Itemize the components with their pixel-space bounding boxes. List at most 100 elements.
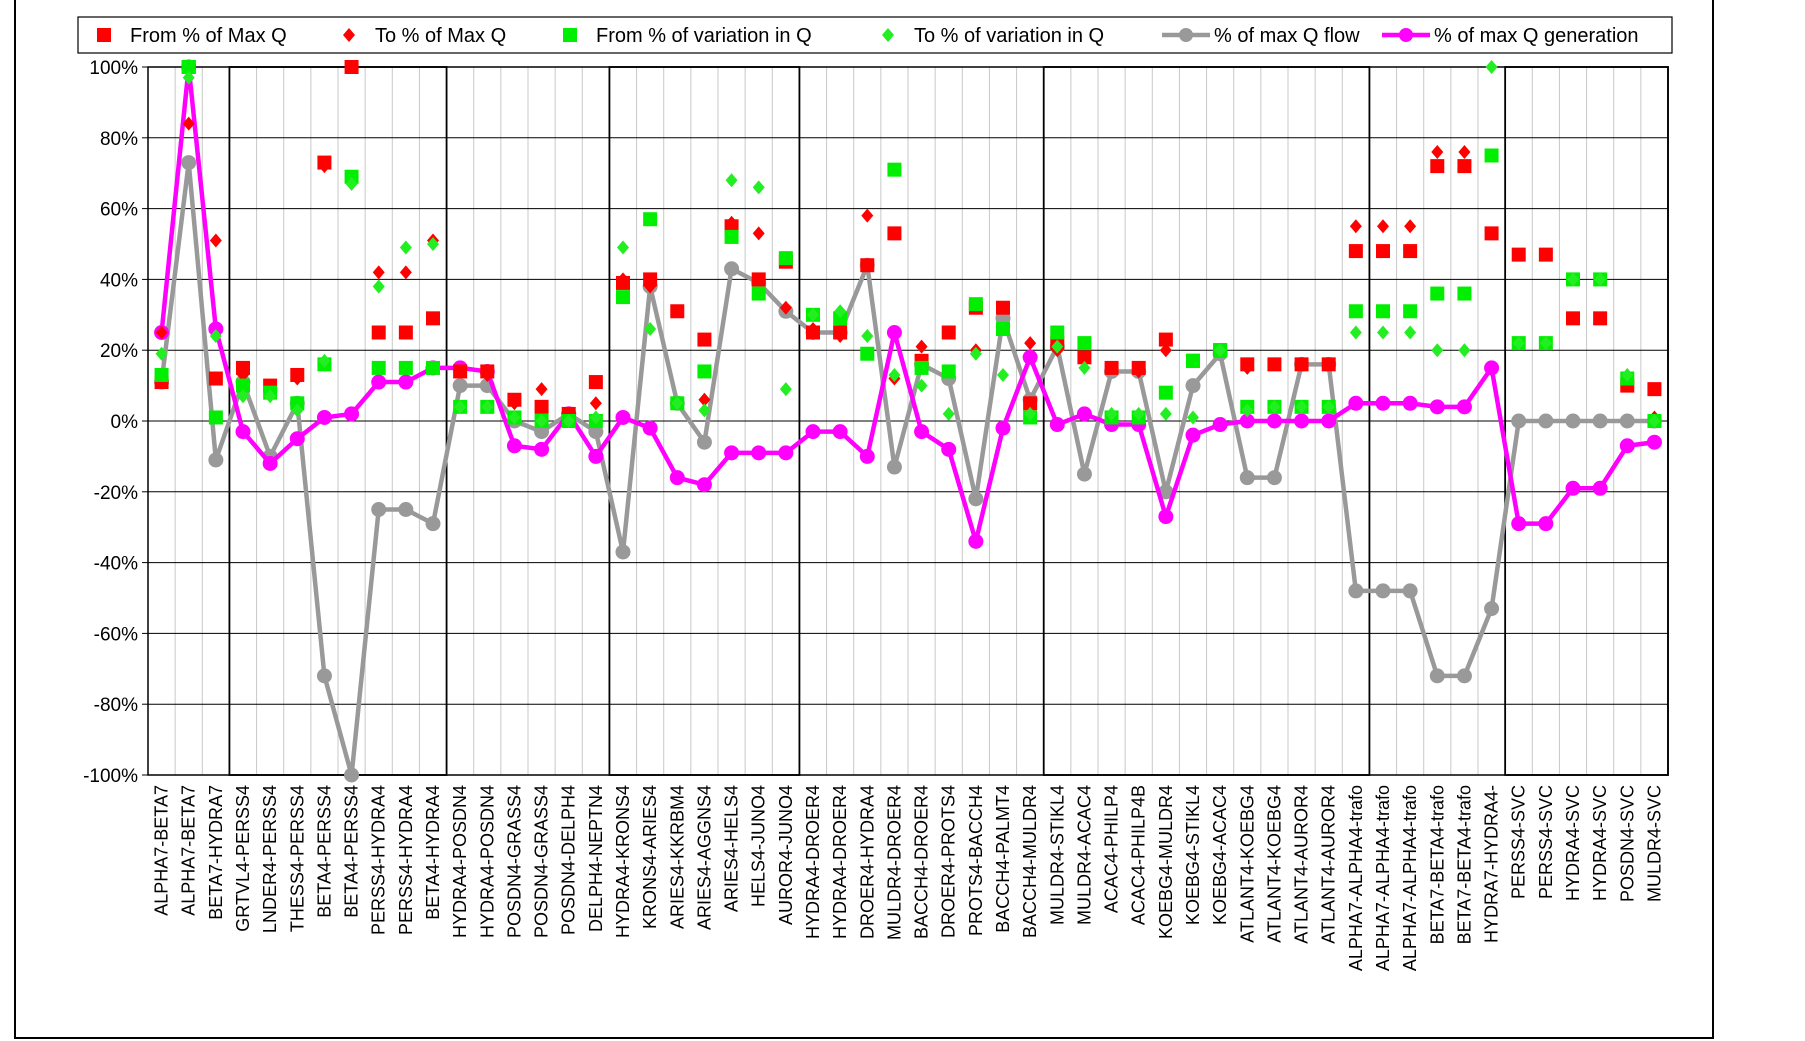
point-from-of-max-q <box>1511 247 1526 262</box>
x-tick-label: HYDRA4-DROER4 <box>830 785 850 939</box>
point-to-of-variation-in-q <box>399 240 412 255</box>
point-to-of-variation-in-q <box>291 403 304 418</box>
point-of-max-q-generation <box>344 406 360 422</box>
point-of-max-q-generation <box>995 420 1011 436</box>
point-of-max-q-flow <box>1538 413 1554 429</box>
x-tick-label: HYDRA4-SVC <box>1590 785 1610 901</box>
legend-box <box>77 16 1673 54</box>
point-of-max-q-flow <box>696 434 712 450</box>
point-to-of-max-q <box>535 382 548 397</box>
point-of-max-q-flow <box>1429 668 1445 684</box>
x-tick-label: BETA4-PERSS4 <box>314 785 334 918</box>
point-of-max-q-flow <box>1402 583 1418 599</box>
point-of-max-q-generation <box>262 455 278 471</box>
x-tick-label: PERSS4-HYDRA4 <box>396 785 416 935</box>
point-from-of-max-q <box>860 258 875 273</box>
x-tick-label: HYDRA4-POSDN4 <box>477 785 497 938</box>
point-from-of-max-q <box>1593 311 1608 326</box>
legend-label: To % of Max Q <box>375 25 506 47</box>
point-of-max-q-flow <box>1565 413 1581 429</box>
point-of-max-q-flow <box>1375 583 1391 599</box>
y-tick-label: -80% <box>94 695 138 716</box>
point-to-of-variation-in-q <box>372 279 385 294</box>
point-of-max-q-flow <box>1456 668 1472 684</box>
x-tick-label: ALPHA7-ALPHA4-trafo <box>1346 785 1366 971</box>
point-from-of-max-q <box>1403 244 1418 259</box>
point-of-max-q-generation <box>778 445 794 461</box>
x-tick-label: BETA7-HYDRA7 <box>206 785 226 920</box>
x-tick-label: ALPHA7-ALPHA4-trafo <box>1400 785 1420 971</box>
legend-label: % of max Q flow <box>1214 25 1360 47</box>
point-of-max-q-generation <box>724 445 740 461</box>
x-tick-label: ARIES4-KKRBM4 <box>667 785 687 929</box>
point-from-of-variation-in-q <box>1457 286 1472 301</box>
plot-area: -100% -80% -60% -40% -20% 0% 20% 40% 60% 80% 100% A… <box>83 58 1669 971</box>
x-tick-label: GRTVL4-PERSS4 <box>233 785 253 932</box>
point-to-of-variation-in-q <box>454 399 467 414</box>
point-of-max-q-generation <box>235 424 251 440</box>
point-from-of-variation-in-q <box>887 162 902 177</box>
point-of-max-q-generation <box>859 448 875 464</box>
point-to-of-max-q <box>155 325 168 340</box>
point-from-of-max-q <box>1430 159 1445 174</box>
point-from-of-max-q <box>1376 244 1390 259</box>
point-of-max-q-generation <box>832 424 848 440</box>
point-of-max-q-generation <box>968 533 984 549</box>
point-to-of-max-q <box>1377 219 1389 234</box>
point-to-of-max-q <box>1241 360 1254 375</box>
x-tick-label: ATLANT4-AUROR4 <box>1292 785 1312 944</box>
point-of-max-q-generation <box>588 448 604 464</box>
x-tick-label: POSDN4-DELPH4 <box>559 785 579 935</box>
x-tick-label: HELS4-JUNO4 <box>749 785 769 907</box>
y-tick-label: -40% <box>94 554 138 575</box>
point-to-of-variation-in-q <box>182 70 195 85</box>
x-tick-label: HYDRA4-DROER4 <box>803 785 823 939</box>
point-to-of-variation-in-q <box>1431 343 1444 358</box>
point-from-of-variation-in-q <box>968 297 983 312</box>
point-to-of-variation-in-q <box>1648 414 1661 428</box>
chart-frame <box>14 0 1714 1039</box>
point-from-of-max-q <box>1457 159 1472 174</box>
x-tick-label: MULDR4-SVC <box>1644 785 1664 902</box>
x-tick-label: ARIES4-HELS4 <box>722 785 742 912</box>
point-of-max-q-flow <box>452 378 468 394</box>
x-tick-label: AUROR4-JUNO4 <box>776 785 796 925</box>
point-of-max-q-flow <box>968 491 984 507</box>
point-to-of-max-q <box>861 208 874 223</box>
point-of-max-q-generation <box>886 325 902 340</box>
x-tick-label: HYDRA7-HYDRA4- <box>1482 785 1502 943</box>
point-to-of-max-q <box>779 300 792 315</box>
point-of-max-q-generation <box>1538 516 1554 532</box>
point-to-of-variation-in-q <box>1241 403 1254 418</box>
x-tick-label: THESS4-PERSS4 <box>287 785 307 932</box>
point-to-of-variation-in-q <box>1377 325 1389 340</box>
point-from-of-variation-in-q <box>208 410 223 425</box>
point-to-of-max-q <box>915 339 928 354</box>
x-tick-label: KRONS4-ARIES4 <box>640 785 660 929</box>
y-tick-label: -60% <box>94 624 138 645</box>
point-of-max-q-generation <box>1348 395 1364 411</box>
point-from-of-max-q <box>643 272 658 287</box>
point-to-of-variation-in-q <box>942 406 955 421</box>
point-to-of-variation-in-q <box>1268 399 1281 414</box>
point-to-of-max-q <box>454 364 467 379</box>
point-to-of-max-q <box>725 215 738 230</box>
point-to-of-max-q <box>372 265 385 280</box>
y-tick-label: 40% <box>100 270 138 291</box>
x-tick-label: ALPHA7-BETA7 <box>152 785 172 916</box>
point-of-max-q-generation <box>1484 360 1500 376</box>
point-to-of-max-q <box>589 396 602 411</box>
point-to-of-variation-in-q <box>1567 272 1579 287</box>
point-to-of-variation-in-q <box>1349 325 1362 340</box>
point-to-of-variation-in-q <box>1105 406 1118 421</box>
legend-marker <box>1399 28 1413 42</box>
point-of-max-q-generation <box>1022 349 1038 365</box>
point-from-of-max-q <box>1647 382 1662 397</box>
point-from-of-variation-in-q <box>860 346 875 361</box>
x-tick-label: MULDR4-DROER4 <box>884 785 904 940</box>
point-to-of-variation-in-q <box>861 329 874 344</box>
legend-label: % of max Q generation <box>1434 25 1639 47</box>
point-to-of-max-q <box>1132 364 1145 379</box>
point-to-of-variation-in-q <box>1485 60 1498 74</box>
point-from-of-max-q <box>1538 247 1553 262</box>
